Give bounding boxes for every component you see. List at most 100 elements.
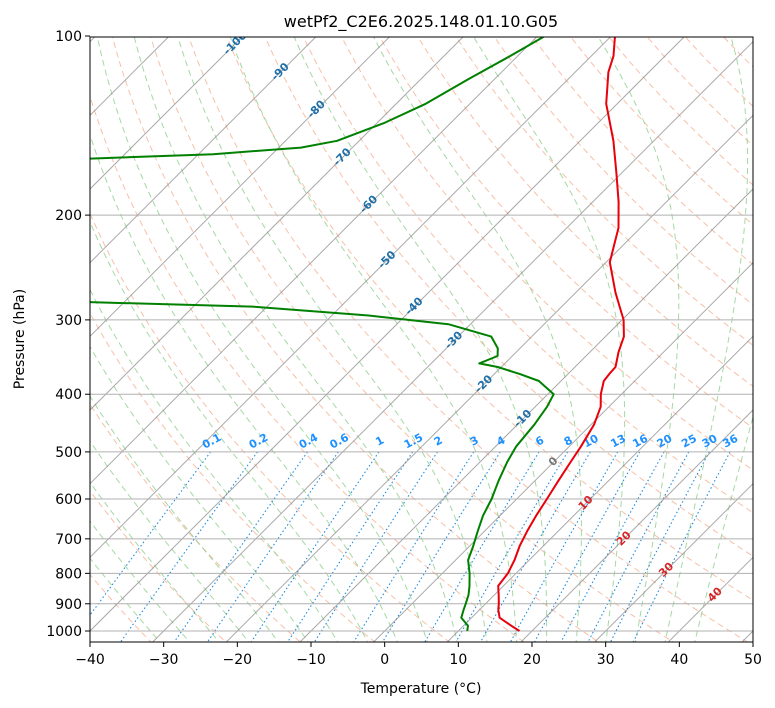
y-axis: 100 200 300 400 500 600 700 800 900 1000: [46, 29, 90, 640]
y-tick-label: 700: [55, 532, 82, 548]
y-tick-label: 900: [55, 597, 82, 613]
plot-frame: [89, 36, 754, 643]
dry-adiabat-line: [90, 312, 376, 642]
isotherm-line: [151, 40, 753, 642]
mixing-ratio-line: [533, 451, 641, 642]
y-tick-label: 100: [55, 29, 82, 45]
isotherm-line: [593, 482, 753, 642]
moist-adiabat-line: [90, 395, 279, 642]
mixing-ratio-label: 2: [432, 434, 445, 449]
mixing-ratio-label: 0.2: [247, 431, 270, 452]
dry-adiabat-line: [90, 490, 227, 642]
x-tick-label: −40: [75, 652, 105, 668]
chart-title: wetPf2_C2E6.2025.148.01.10.G05: [284, 12, 558, 32]
y-tick-label: 500: [55, 445, 82, 461]
mixing-ratio-line: [455, 451, 569, 642]
mixing-ratio-label: 13: [608, 432, 628, 451]
y-tick-label: 400: [55, 387, 82, 403]
dry-adiabat-line: [188, 37, 749, 642]
mixing-ratio-line: [206, 451, 339, 642]
dry-adiabat-line: [532, 37, 753, 266]
profile-series: [90, 37, 625, 632]
moist-adiabat-line: [90, 220, 369, 642]
isotherm-line: [90, 37, 685, 632]
mixing-ratio-line: [90, 451, 212, 617]
mixing-ratio-label: 36: [721, 432, 741, 451]
mixing-ratio-line: [560, 451, 665, 642]
mixing-ratio-line: [119, 451, 258, 642]
isotherm-line: [520, 409, 753, 642]
dry-adiabat-line: [111, 37, 600, 642]
isotherm-line: [90, 37, 243, 190]
mixing-ratio-line: [609, 451, 710, 642]
dewpoint-profile-line: [90, 37, 555, 632]
y-tick-label: 600: [55, 492, 82, 508]
moist-adiabat-line: [90, 481, 220, 642]
mixing-ratio-label: 8: [562, 434, 575, 449]
mixing-ratio-line: [509, 451, 619, 642]
dry-adiabat-line: [264, 37, 753, 557]
mixing-ratio-label: 0.6: [328, 431, 352, 452]
dry-adiabat-line: [570, 37, 753, 226]
y-axis-title: Pressure (hPa): [12, 289, 28, 389]
y-tick-label: 300: [55, 313, 82, 329]
mixing-ratio-label: 0.1: [200, 431, 223, 452]
mixing-ratio-label: 20: [655, 432, 675, 451]
mixing-ratio-line: [287, 451, 414, 642]
x-tick-label: 20: [523, 652, 541, 668]
isotherm-line: [90, 37, 391, 338]
moist-adiabat-line: [90, 345, 309, 642]
mixing-ratio-label: 6: [533, 433, 546, 448]
isotherm-label: -100: [221, 29, 250, 58]
dry-adiabat-line: [493, 37, 753, 306]
moist-adiabat-line: [133, 37, 458, 642]
mixing-ratio-label: 16: [630, 432, 650, 451]
x-tick-label: 0: [380, 652, 389, 668]
x-tick-label: −10: [296, 652, 326, 668]
x-axis: −40 −30 −20 −10 0 10 20 30 40 50: [75, 642, 762, 668]
dry-adiabat-line: [150, 37, 674, 642]
temperature-profile-line: [497, 37, 625, 632]
dry-adiabat-line: [226, 37, 753, 601]
dry-adiabat-line: [646, 37, 753, 147]
mixing-ratio-label: 30: [700, 432, 720, 451]
isotherm-label: -60: [357, 192, 380, 215]
moist-adiabat-line: [90, 288, 339, 642]
x-axis-title: Temperature (°C): [360, 681, 482, 697]
mixing-ratio-line: [424, 451, 540, 642]
moist-adiabat-line: [90, 133, 398, 642]
dry-adiabat-line: [341, 37, 753, 471]
mixing-ratio-line: [313, 451, 438, 642]
dry-adiabat-line: [379, 37, 753, 429]
y-tick-label: 200: [55, 208, 82, 224]
x-tick-label: 10: [449, 652, 467, 668]
x-tick-label: −20: [223, 652, 253, 668]
mixing-ratio-line: [587, 451, 690, 642]
pressure-gridlines: [90, 214, 753, 632]
isotherm-line: [741, 630, 753, 642]
isotherm-label: -30: [442, 328, 465, 351]
x-tick-label: 40: [670, 652, 688, 668]
dry-adiabat-line: [417, 37, 753, 387]
isotherm-line: [299, 188, 753, 642]
moist-adiabat-line: [90, 440, 250, 642]
mixing-ratio-line: [632, 451, 731, 642]
mixing-ratio-line: [250, 451, 380, 642]
y-tick-label: 800: [55, 566, 82, 582]
isotherm-line: [90, 37, 317, 264]
mixing-ratio-line: [479, 451, 591, 642]
dry-adiabat-line: [722, 37, 753, 68]
isotherm-line: [90, 37, 538, 485]
isotherm-label: -70: [331, 145, 354, 168]
isotherm-line: [446, 335, 753, 642]
isotherm-line: [225, 114, 753, 642]
mixing-ratio-label: 1: [373, 434, 386, 449]
dry-adiabat-line: [90, 94, 525, 642]
moist-adiabat-line: [664, 37, 749, 642]
mixing-ratio-label: 25: [679, 432, 699, 451]
background-lines: [90, 37, 753, 642]
mixing-ratio-line: [353, 451, 475, 642]
dry-adiabat-line: [90, 403, 301, 642]
y-tick-label: 1000: [46, 624, 82, 640]
